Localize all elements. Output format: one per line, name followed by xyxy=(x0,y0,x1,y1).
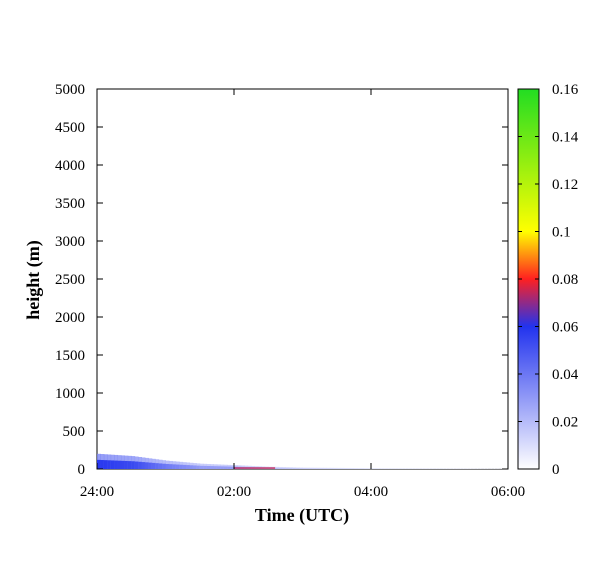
heatmap-cell xyxy=(309,468,314,469)
heatmap-cell xyxy=(199,465,204,469)
heatmap-cell xyxy=(127,461,132,469)
y-tick-label: 1500 xyxy=(55,348,85,364)
y-tick-label: 4500 xyxy=(55,120,85,136)
y-tick-label: 2500 xyxy=(55,272,85,288)
heatmap-cell xyxy=(350,468,355,469)
heatmap-cell xyxy=(179,464,184,469)
y-tick-label: 4000 xyxy=(55,158,85,174)
heatmap-cell xyxy=(162,463,166,469)
heatmap-cell xyxy=(134,461,139,469)
heatmap-cell xyxy=(340,468,345,469)
y-tick-label: 0 xyxy=(78,462,86,478)
y-tick-label: 3500 xyxy=(55,196,85,212)
heatmap-cell xyxy=(124,460,129,469)
heatmap-cell xyxy=(295,467,300,469)
heatmap-cell xyxy=(234,467,276,469)
heatmap-cell xyxy=(223,466,228,469)
heatmap-cell xyxy=(343,468,348,469)
colorbar-tick-label: 0.16 xyxy=(552,82,579,98)
heatmap-layer xyxy=(97,453,509,469)
heatmap-cell xyxy=(230,466,235,469)
colorbar-tick-label: 0 xyxy=(552,462,560,478)
heatmap-cell xyxy=(131,461,136,469)
heatmap-cell xyxy=(281,467,286,469)
x-tick-label: 24:00 xyxy=(80,484,114,500)
heatmap-cell xyxy=(120,460,125,469)
heatmap-cell xyxy=(360,468,365,469)
heatmap-cell xyxy=(148,462,153,469)
heatmap-cell xyxy=(165,463,170,469)
heatmap-cell xyxy=(292,467,297,469)
heatmap-cell xyxy=(144,462,149,469)
heatmap-cell xyxy=(155,463,160,469)
heatmap-cell xyxy=(275,467,280,469)
heatmap-cell xyxy=(110,460,115,469)
colorbar-tick-label: 0.06 xyxy=(552,320,579,336)
colorbar-ticks: 0 0.02 0.04 0.06 0.08 0.1 0.12 0.14 0.16 xyxy=(518,82,579,478)
heatmap-cell xyxy=(189,465,194,469)
axis-ticks: 0 500 1000 1500 2000 2500 3000 3500 4000 4500 5000… xyxy=(55,82,525,500)
heatmap-cell xyxy=(151,462,156,469)
x-tick-label: 04:00 xyxy=(354,484,388,500)
x-axis-title: Time (UTC) xyxy=(255,505,349,526)
heatmap-cell xyxy=(103,460,108,469)
heatmap-cell xyxy=(319,468,324,469)
heatmap-cell xyxy=(210,466,214,469)
y-tick-label: 500 xyxy=(63,424,86,440)
y-tick-label: 3000 xyxy=(55,234,85,250)
colorbar-tick-label: 0.02 xyxy=(552,415,578,431)
y-tick-label: 5000 xyxy=(55,82,85,98)
heatmap-cell xyxy=(288,467,293,469)
heatmap-cell xyxy=(206,465,211,469)
heatmap-cell xyxy=(299,468,303,469)
colorbar-tick-label: 0.04 xyxy=(552,367,579,383)
heatmap-cell xyxy=(326,468,331,469)
heatmap-cell xyxy=(305,468,310,469)
plot-area xyxy=(96,88,509,470)
x-tick-label: 06:00 xyxy=(491,484,525,500)
heatmap-cell xyxy=(312,468,317,469)
heatmap-cell xyxy=(175,464,180,469)
heatmap-cell xyxy=(186,465,190,469)
y-tick-label: 2000 xyxy=(55,310,85,326)
heatmap-cell xyxy=(168,464,173,469)
heatmap-cell xyxy=(158,463,163,469)
heatmap-cell xyxy=(117,460,122,469)
heatmap-cell xyxy=(216,466,221,469)
heatmap-cell xyxy=(220,466,225,469)
y-axis-title: height (m) xyxy=(23,240,44,320)
heatmap-cell xyxy=(278,467,283,469)
heatmap-cell xyxy=(192,465,197,469)
y-tick-label: 1000 xyxy=(55,386,85,402)
heatmap-cell xyxy=(323,468,327,469)
heatmap-cell xyxy=(182,464,187,469)
heatmap-cell xyxy=(97,459,101,469)
heatmap-cell xyxy=(227,466,232,469)
heatmap-cell xyxy=(329,468,334,469)
colorbar-tick-label: 0.12 xyxy=(552,177,578,193)
heatmap-cell xyxy=(172,464,177,469)
heatmap-cell xyxy=(333,468,338,469)
heatmap-cell xyxy=(285,467,290,469)
x-tick-label: 02:00 xyxy=(217,484,251,500)
heatmap-cell xyxy=(196,465,201,469)
heatmap-cell xyxy=(100,460,105,469)
heatmap-cell xyxy=(316,468,321,469)
heatmap-cell xyxy=(364,468,369,469)
colorbar-tick-label: 0.1 xyxy=(552,225,571,241)
heatmap-cell xyxy=(353,468,358,469)
colorbar-tick-label: 0.14 xyxy=(552,130,579,146)
heatmap-cell xyxy=(347,468,351,469)
heatmap-cell xyxy=(336,468,341,469)
heatmap-cell xyxy=(357,468,362,469)
heatmap-cell xyxy=(141,462,146,469)
heatmap-cell xyxy=(302,468,307,469)
heatmap-cell xyxy=(138,461,143,469)
heatmap-cell xyxy=(114,460,119,469)
heatmap-cell xyxy=(203,465,208,469)
heatmap-cell xyxy=(107,460,112,469)
colorbar-tick-label: 0.08 xyxy=(552,272,578,288)
heatmap-cell xyxy=(213,466,218,469)
